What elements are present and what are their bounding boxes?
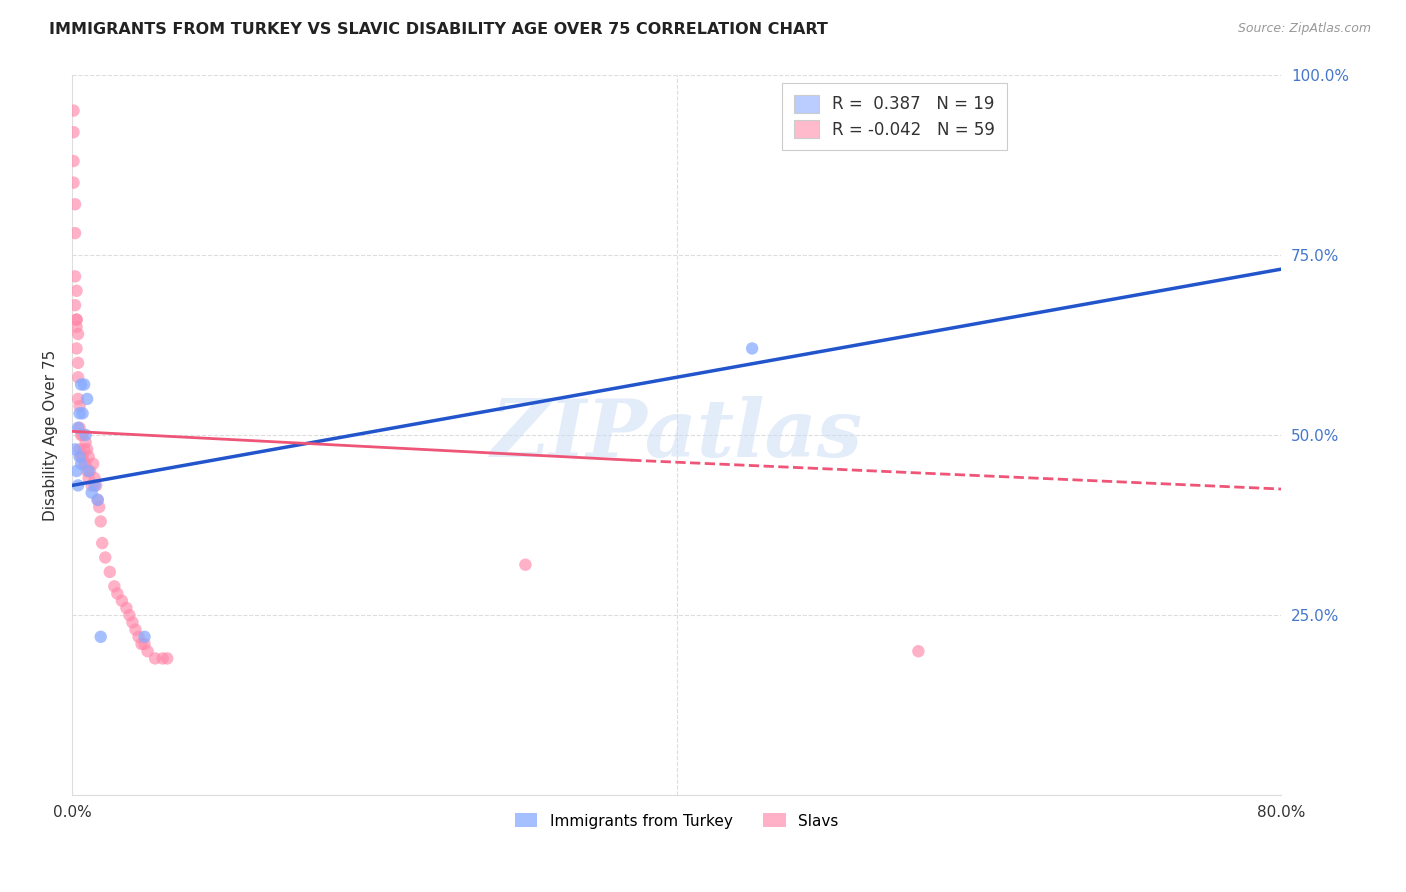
Point [63,298,86,312]
Point [77,450,100,464]
Point [86,492,108,507]
Text: Source: ZipAtlas.com: Source: ZipAtlas.com [1237,22,1371,36]
Point [62,125,84,139]
Point [84,478,107,492]
Point [83,471,105,485]
Point [907,644,929,658]
Point [83,478,105,492]
Point [75,428,97,442]
Point [72,428,94,442]
Point [67,326,90,341]
Point [62,154,84,169]
Point [69,406,91,420]
Point [63,226,86,240]
Point [98,565,121,579]
Point [73,377,96,392]
Point [82,457,104,471]
Point [69,442,91,457]
Point [67,370,90,384]
Point [70,377,93,392]
Y-axis label: Disability Age Over 75: Disability Age Over 75 [44,350,58,521]
Point [143,651,166,665]
Point [128,630,150,644]
Point [65,342,87,356]
Point [69,450,91,464]
Point [63,197,86,211]
Point [76,464,98,478]
Point [67,392,90,406]
Point [65,312,87,326]
Point [80,485,103,500]
Point [67,356,90,370]
Point [741,342,763,356]
Point [89,500,111,514]
Point [65,284,87,298]
Point [91,536,114,550]
Point [90,515,112,529]
Point [156,651,179,665]
Point [69,421,91,435]
Point [73,442,96,457]
Point [63,442,86,457]
Point [67,421,90,435]
Point [136,644,159,658]
Point [75,435,97,450]
Text: ZIPatlas: ZIPatlas [491,396,863,474]
Point [65,319,87,334]
Text: IMMIGRANTS FROM TURKEY VS SLAVIC DISABILITY AGE OVER 75 CORRELATION CHART: IMMIGRANTS FROM TURKEY VS SLAVIC DISABIL… [49,22,828,37]
Point [75,457,97,471]
Point [134,630,156,644]
Point [70,450,93,464]
Point [63,269,86,284]
Legend: Immigrants from Turkey, Slavs: Immigrants from Turkey, Slavs [509,807,845,835]
Point [103,579,125,593]
Point [72,406,94,420]
Point [65,464,87,478]
Point [115,601,138,615]
Point [94,550,117,565]
Point [72,450,94,464]
Point [77,471,100,485]
Point [124,623,146,637]
Point [111,593,134,607]
Point [118,608,141,623]
Point [86,492,108,507]
Point [62,103,84,118]
Point [90,630,112,644]
Point [77,464,100,478]
Point [76,442,98,457]
Point [73,457,96,471]
Point [70,457,93,471]
Point [69,399,91,413]
Point [70,428,93,442]
Point [80,478,103,492]
Point [62,176,84,190]
Point [105,586,128,600]
Point [67,478,90,492]
Point [76,392,98,406]
Point [134,637,156,651]
Point [121,615,143,630]
Point [515,558,537,572]
Point [152,651,174,665]
Point [65,312,87,326]
Point [79,464,101,478]
Point [131,637,153,651]
